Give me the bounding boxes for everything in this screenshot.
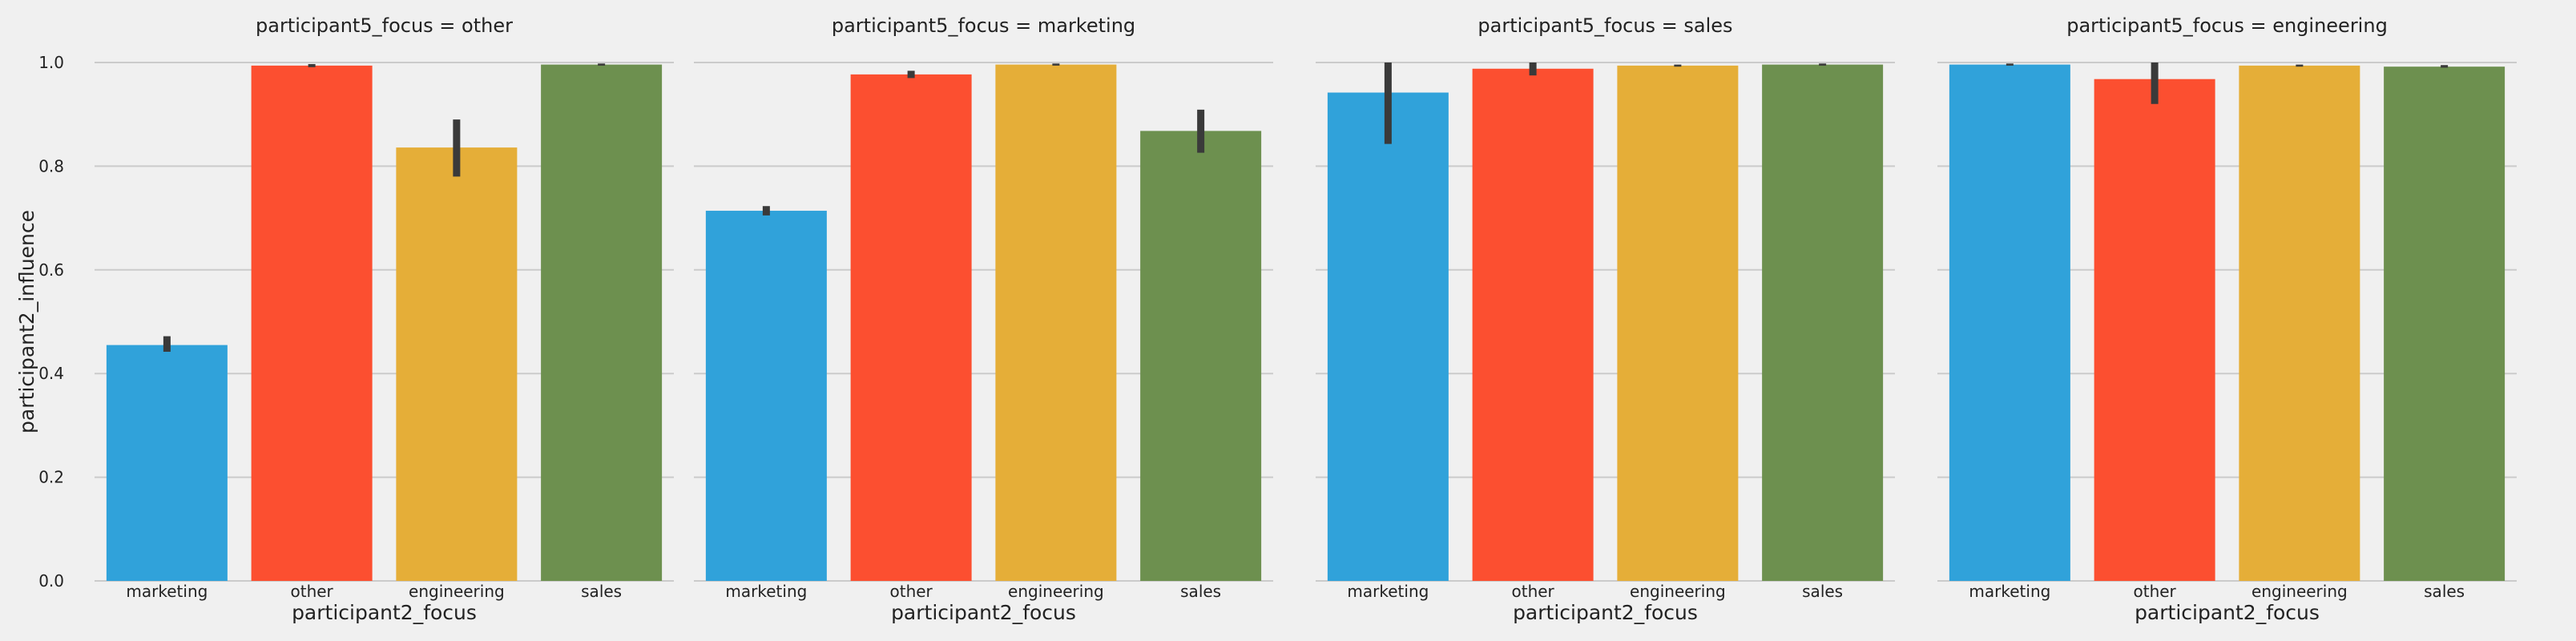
- y-tick-label: 0.4: [38, 364, 64, 383]
- bar-marketing: [1327, 92, 1449, 581]
- facet-panel-sales: participant5_focus = sales marketing other…: [1316, 14, 1895, 624]
- y-tick-label: 1.0: [38, 53, 64, 72]
- bar-marketing: [1949, 64, 2070, 581]
- x-axis-label: participant2_focus: [292, 601, 477, 624]
- bar-sales: [541, 64, 663, 581]
- facet-panel-other: participant5_focus = other marketing other…: [95, 14, 674, 624]
- panel-title: participant5_focus = marketing: [832, 14, 1135, 37]
- x-tick-label: other: [889, 582, 933, 601]
- x-tick-label: sales: [1802, 582, 1843, 601]
- x-tick-label: marketing: [725, 582, 807, 601]
- bar-sales: [1140, 131, 1262, 582]
- x-tick-label: sales: [2424, 582, 2465, 601]
- x-axis-label: participant2_focus: [2135, 601, 2320, 624]
- x-tick-label: engineering: [1630, 582, 1726, 601]
- y-tick-label: 0.6: [38, 260, 64, 280]
- panel-title: participant5_focus = engineering: [2066, 14, 2388, 37]
- facet-panel-engineering: participant5_focus = engineering marketin…: [1937, 14, 2517, 624]
- y-tick-label: 0.0: [38, 571, 64, 591]
- x-axis-label: participant2_focus: [1513, 601, 1698, 624]
- x-tick-label: sales: [581, 582, 622, 601]
- y-tick-label: 0.2: [38, 468, 64, 487]
- bar-other: [1472, 68, 1594, 582]
- bar-engineering: [995, 64, 1117, 581]
- bar-marketing: [705, 211, 827, 581]
- facet-panel-marketing: participant5_focus = marketing marketing o…: [694, 14, 1273, 624]
- x-tick-label: sales: [1180, 582, 1221, 601]
- x-tick-label: marketing: [1347, 582, 1429, 601]
- panel-title: participant5_focus = other: [256, 14, 513, 37]
- panel-title: participant5_focus = sales: [1477, 14, 1732, 37]
- x-tick-label: marketing: [126, 582, 208, 601]
- bar-engineering: [396, 147, 518, 581]
- x-tick-label: other: [290, 582, 333, 601]
- bar-engineering: [2239, 65, 2360, 581]
- y-tick-label: 0.8: [38, 156, 64, 175]
- x-axis-label: participant2_focus: [891, 601, 1076, 624]
- bar-other: [850, 74, 972, 582]
- bar-sales: [1762, 64, 1884, 581]
- bar-marketing: [106, 345, 228, 581]
- bar-other: [251, 65, 373, 581]
- x-tick-label: engineering: [1008, 582, 1104, 601]
- x-tick-label: other: [1511, 582, 1554, 601]
- bar-other: [2094, 79, 2215, 582]
- x-tick-label: other: [2133, 582, 2176, 601]
- y-axis-label: participant2_influence: [15, 210, 38, 433]
- bar-engineering: [1617, 65, 1739, 581]
- x-tick-label: engineering: [2251, 582, 2348, 601]
- bar-sales: [2384, 67, 2505, 581]
- x-tick-label: engineering: [409, 582, 505, 601]
- x-tick-label: marketing: [1969, 582, 2050, 601]
